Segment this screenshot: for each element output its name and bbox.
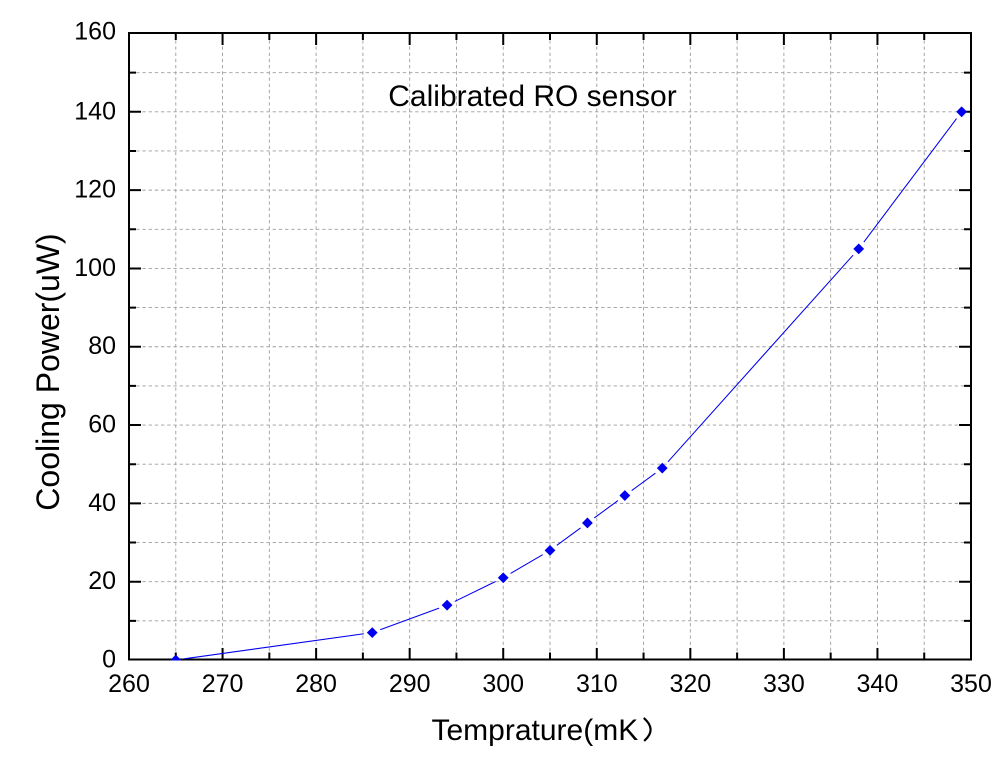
svg-text:20: 20 [88,567,116,595]
svg-text:330: 330 [763,670,805,698]
svg-text:120: 120 [74,176,116,204]
svg-text:160: 160 [74,17,116,45]
svg-text:Cooling Power(uW): Cooling Power(uW) [30,233,66,510]
svg-text:100: 100 [74,254,116,282]
svg-text:310: 310 [576,670,618,698]
svg-text:320: 320 [669,670,711,698]
svg-text:Temprature(mK: Temprature(mK [432,714,639,747]
svg-text:290: 290 [389,670,431,698]
svg-text:0: 0 [102,646,116,674]
svg-text:280: 280 [295,670,337,698]
svg-text:270: 270 [202,670,244,698]
svg-text:40: 40 [88,489,116,517]
svg-text:340: 340 [857,670,899,698]
svg-text:80: 80 [88,332,116,360]
svg-text:350: 350 [950,670,992,698]
svg-text:Calibrated RO sensor: Calibrated RO sensor [388,80,676,113]
svg-text:60: 60 [88,411,116,439]
svg-text:300: 300 [482,670,524,698]
svg-text:140: 140 [74,97,116,125]
svg-text:260: 260 [108,670,150,698]
